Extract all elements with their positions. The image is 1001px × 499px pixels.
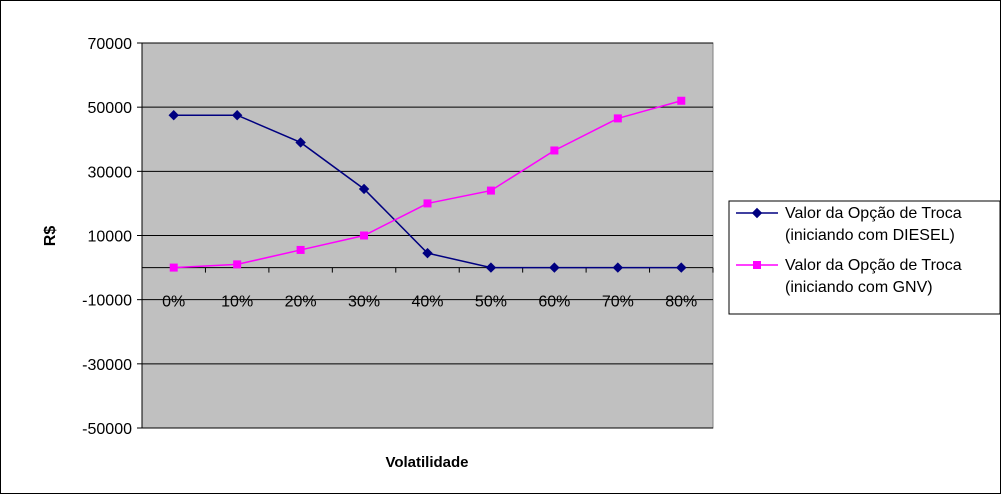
legend-swatch-marker [751,207,763,219]
x-tick-label: 80% [665,294,697,311]
data-point [549,262,560,273]
y-axis: 70000 50000 30000 10000 -10000 -30000 -50000 [82,36,142,438]
data-point [358,183,370,195]
y-tick-label: 50000 [88,100,133,117]
data-point [677,96,686,105]
data-point [295,137,306,148]
legend-swatch-marker [753,261,761,269]
data-point [168,109,179,121]
x-tick-label: 50% [475,294,507,311]
x-tick-label: 20% [285,294,317,311]
y-tick-label: 30000 [88,164,133,181]
data-point [613,114,622,123]
x-axis: 0% 10% 20% 30% 40% 50% 60% 70% 80% [141,43,714,428]
series-group [168,96,687,273]
x-tick-label: 30% [348,294,380,311]
data-point [169,263,178,272]
x-tick-label: 60% [538,294,570,311]
data-point [296,245,305,254]
x-tick-label: 40% [411,294,443,311]
y-axis-label: R$ [42,226,59,247]
data-point [550,146,559,155]
y-tick-label: -10000 [82,293,132,310]
data-point [612,262,624,273]
legend-label-line2: (iniciando com DIESEL) [785,227,955,244]
data-point [360,231,369,240]
data-point [231,109,243,121]
data-point [486,186,495,195]
legend-box [728,200,1001,315]
data-point [233,260,242,269]
y-tick-label: 70000 [88,36,133,53]
legend-label-line1: Valor da Opção de Troca [785,205,962,222]
series-1 [168,109,687,273]
data-point [423,199,432,208]
legend-entry: Valor da Opção de Troca (iniciando com GN… [736,257,962,296]
x-axis-label: Volatilidade [385,454,468,471]
legend-entry: Valor da Opção de Troca (iniciando com DI… [736,205,962,244]
y-tick-label: -30000 [82,357,132,374]
data-point [422,247,433,259]
series-2 [169,96,686,272]
legend-label-line1: Valor da Opção de Troca [785,257,962,274]
x-tick-label: 10% [221,294,253,311]
data-point [485,262,497,273]
y-tick-label: 10000 [88,229,133,246]
gridlines [142,42,713,429]
legend-label-line2: (iniciando com GNV) [785,279,933,296]
legend: Valor da Opção de Troca (iniciando com DI… [728,200,1001,315]
x-tick-label: 0% [162,294,185,311]
y-tick-label: -50000 [82,421,132,438]
data-point [676,262,687,273]
x-tick-label: 70% [602,294,634,311]
